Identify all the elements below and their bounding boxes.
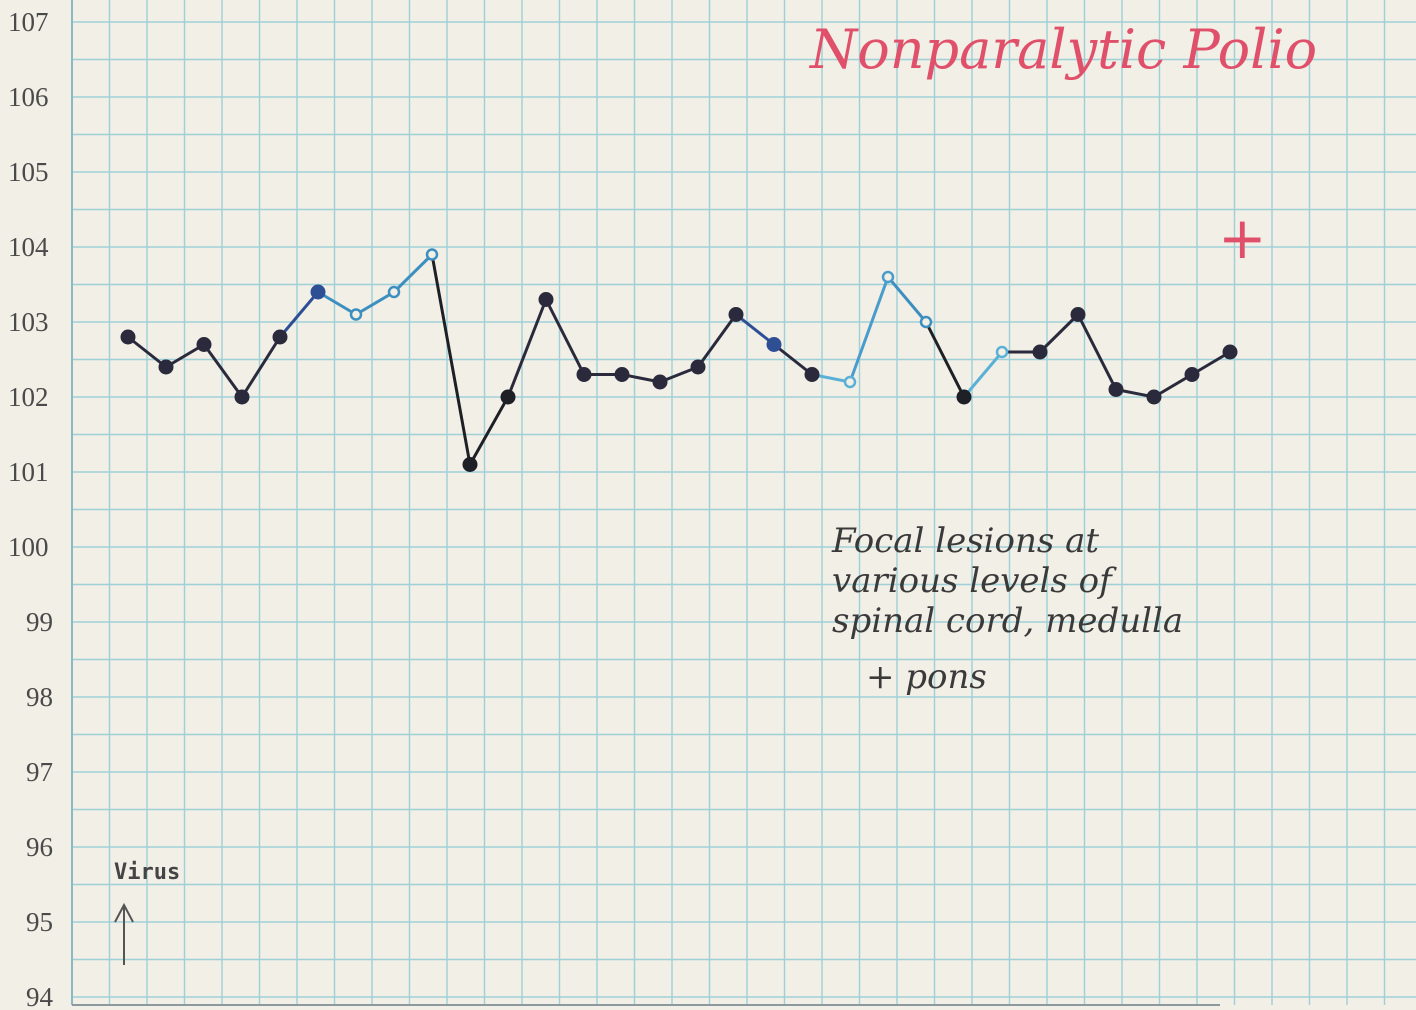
series-segment <box>544 298 586 376</box>
y-tick-label: 96 <box>26 832 53 862</box>
series-segment <box>354 290 396 316</box>
data-point <box>120 329 136 345</box>
series-segment <box>924 320 966 399</box>
data-point <box>804 367 820 382</box>
data-point <box>728 307 744 322</box>
data-point <box>1222 344 1238 360</box>
data-point <box>1070 307 1086 322</box>
series-segment <box>1038 313 1080 354</box>
data-point <box>234 389 250 405</box>
chart-title: Nonparalytic Polio <box>808 18 1317 81</box>
y-tick-label: 104 <box>8 232 49 262</box>
y-tick-label: 98 <box>26 682 53 712</box>
series-segment <box>202 343 244 399</box>
data-point <box>349 308 363 321</box>
series-segment <box>848 275 890 384</box>
y-tick-label: 100 <box>8 532 49 562</box>
data-point <box>196 337 212 352</box>
data-point <box>272 329 288 345</box>
data-point <box>500 389 516 405</box>
data-point <box>387 285 401 299</box>
y-tick-label: 107 <box>8 7 49 37</box>
data-point <box>158 359 174 375</box>
data-point <box>462 457 478 472</box>
data-point <box>1108 382 1124 397</box>
series-segment <box>468 395 510 466</box>
series-segment <box>772 343 814 376</box>
note-line-3: spinal cord, medulla <box>832 601 1183 641</box>
series-segment <box>886 275 928 324</box>
y-tick-label: 102 <box>8 382 49 412</box>
data-point <box>956 389 972 405</box>
handwritten-note: Focal lesions at various levels of spina… <box>831 521 1183 697</box>
series-segment <box>734 313 776 346</box>
y-tick-label: 99 <box>26 607 53 637</box>
series-segment <box>1076 313 1118 391</box>
data-point <box>766 337 782 352</box>
data-point <box>1184 367 1200 382</box>
data-point <box>614 367 630 382</box>
data-point <box>310 284 326 300</box>
data-point <box>538 292 554 307</box>
y-tick-label: 103 <box>8 307 49 337</box>
data-point <box>576 367 592 382</box>
y-tick-label: 105 <box>8 157 49 187</box>
series-segment <box>278 290 320 339</box>
y-tick-label: 94 <box>26 982 54 1010</box>
data-point <box>881 270 895 284</box>
plus-marker: + <box>1218 204 1267 272</box>
series-segment <box>240 335 282 399</box>
y-tick-label: 95 <box>26 907 53 937</box>
series-segment <box>392 253 434 294</box>
data-point <box>995 345 1009 359</box>
data-point <box>843 375 857 389</box>
y-tick-label: 106 <box>8 82 49 112</box>
note-line-4: + pons <box>866 657 987 697</box>
note-line-2: various levels of <box>832 561 1117 601</box>
series-segment <box>696 313 738 369</box>
grid <box>71 0 1416 1006</box>
note-line-1: Focal lesions at <box>831 521 1099 561</box>
y-tick-label: 97 <box>26 757 53 787</box>
series-segment <box>430 253 472 466</box>
data-point <box>652 374 668 390</box>
data-point <box>690 359 706 375</box>
virus-arrow-head-icon <box>114 902 134 923</box>
virus-label: Virus <box>114 860 180 885</box>
series-segment <box>962 350 1004 399</box>
data-point <box>425 248 439 261</box>
data-point <box>919 315 933 329</box>
y-tick-label: 101 <box>8 457 49 487</box>
data-point <box>1032 344 1048 360</box>
series-segment <box>506 298 548 399</box>
y-axis-ticks: 107 106 105 104 103 102 101 100 99 98 97 96 95 94 <box>8 7 54 1010</box>
virus-annotation: Virus <box>114 860 180 965</box>
series-segment <box>126 335 168 369</box>
data-point <box>1146 389 1162 405</box>
data-points <box>120 248 1238 472</box>
